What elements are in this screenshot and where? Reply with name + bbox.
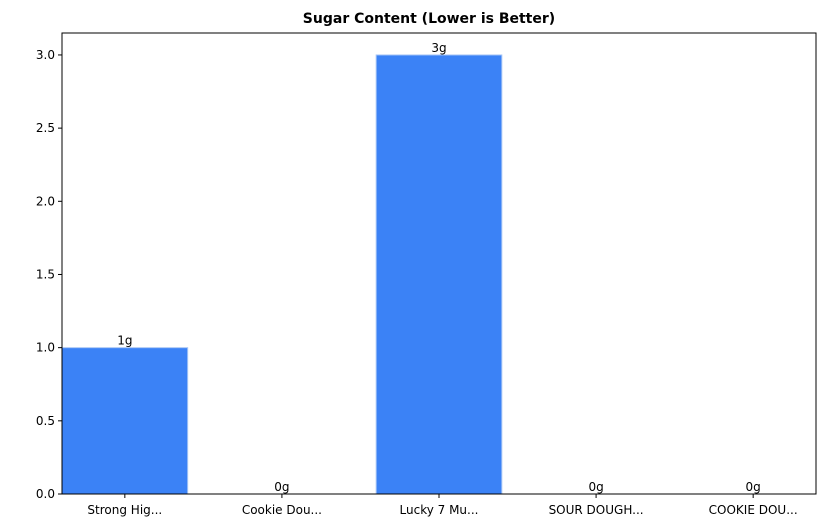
y-axis: 0.0 0.5 1.0 1.5 2.0 2.5 3.0 [36, 48, 62, 501]
x-axis: Strong Hig... Cookie Dou... Lucky 7 Mu... S… [87, 494, 798, 517]
y-tick-label: 0.5 [36, 414, 55, 428]
plot-frame [61, 32, 817, 495]
x-tick-label: Lucky 7 Mu... [400, 503, 479, 517]
bar-value-label: 0g [274, 480, 289, 494]
bars-layer [61, 54, 503, 495]
x-tick-label: Cookie Dou... [242, 503, 322, 517]
bar-value-label: 1g [117, 334, 132, 348]
bar [375, 54, 503, 495]
y-tick-label: 3.0 [36, 48, 55, 62]
x-tick-label: Strong Hig... [87, 503, 162, 517]
bar-value-label: 3g [431, 41, 446, 55]
y-tick-label: 0.0 [36, 487, 55, 501]
x-tick-label: COOKIE DOU... [709, 503, 798, 517]
chart-title: Sugar Content (Lower is Better) [303, 11, 555, 27]
y-tick-label: 2.0 [36, 194, 55, 208]
bar [61, 347, 189, 495]
x-tick-label: SOUR DOUGH... [549, 503, 644, 517]
y-tick-label: 2.5 [36, 121, 55, 135]
y-tick-label: 1.0 [36, 341, 55, 355]
bar-value-label: 0g [746, 480, 761, 494]
data-labels-layer: 1g 0g 3g 0g 0g [117, 41, 761, 494]
bar-value-label: 0g [588, 480, 603, 494]
y-tick-label: 1.5 [36, 267, 55, 281]
